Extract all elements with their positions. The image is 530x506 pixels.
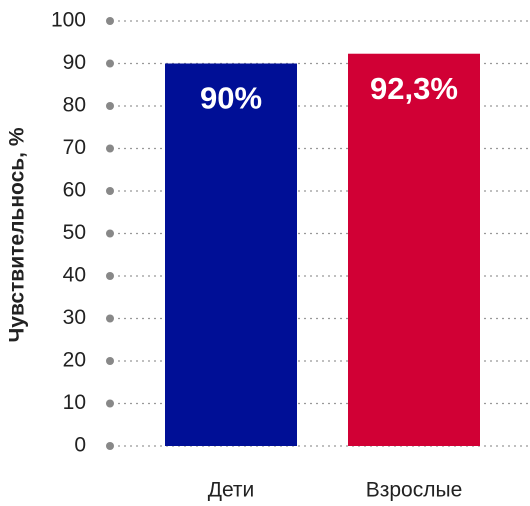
value-label: 90% — [200, 81, 262, 116]
y-tick-label: 10 — [63, 391, 86, 414]
tick-dot — [106, 442, 114, 450]
tick-dot — [106, 144, 114, 153]
tick-dot — [106, 102, 114, 110]
y-tick-label: 90 — [63, 51, 86, 74]
y-tick-label: 20 — [63, 349, 86, 372]
y-tick-label: 100 — [51, 9, 86, 32]
y-tick-label: 30 — [63, 306, 86, 329]
y-axis-label: Чувствительнось, % — [6, 127, 29, 342]
bar — [165, 63, 297, 446]
tick-dot — [106, 314, 114, 323]
x-tick-label: Дети — [208, 479, 255, 502]
y-tick-label: 70 — [63, 136, 86, 159]
tick-dot — [106, 272, 114, 280]
tick-dot — [106, 187, 114, 195]
y-tick-label: 80 — [63, 94, 86, 117]
tick-dot — [106, 17, 114, 25]
tick-dot — [106, 399, 114, 408]
tick-dot — [106, 59, 114, 68]
tick-dot — [106, 357, 114, 365]
y-tick-label: 0 — [74, 434, 86, 457]
bar — [348, 53, 480, 446]
x-tick-label: Взрослые — [366, 479, 463, 502]
y-tick-label: 40 — [63, 264, 86, 287]
y-tick-label: 50 — [63, 221, 86, 244]
y-tick-label: 60 — [63, 179, 86, 202]
tick-dot — [106, 229, 114, 238]
value-label: 92,3% — [370, 71, 458, 106]
